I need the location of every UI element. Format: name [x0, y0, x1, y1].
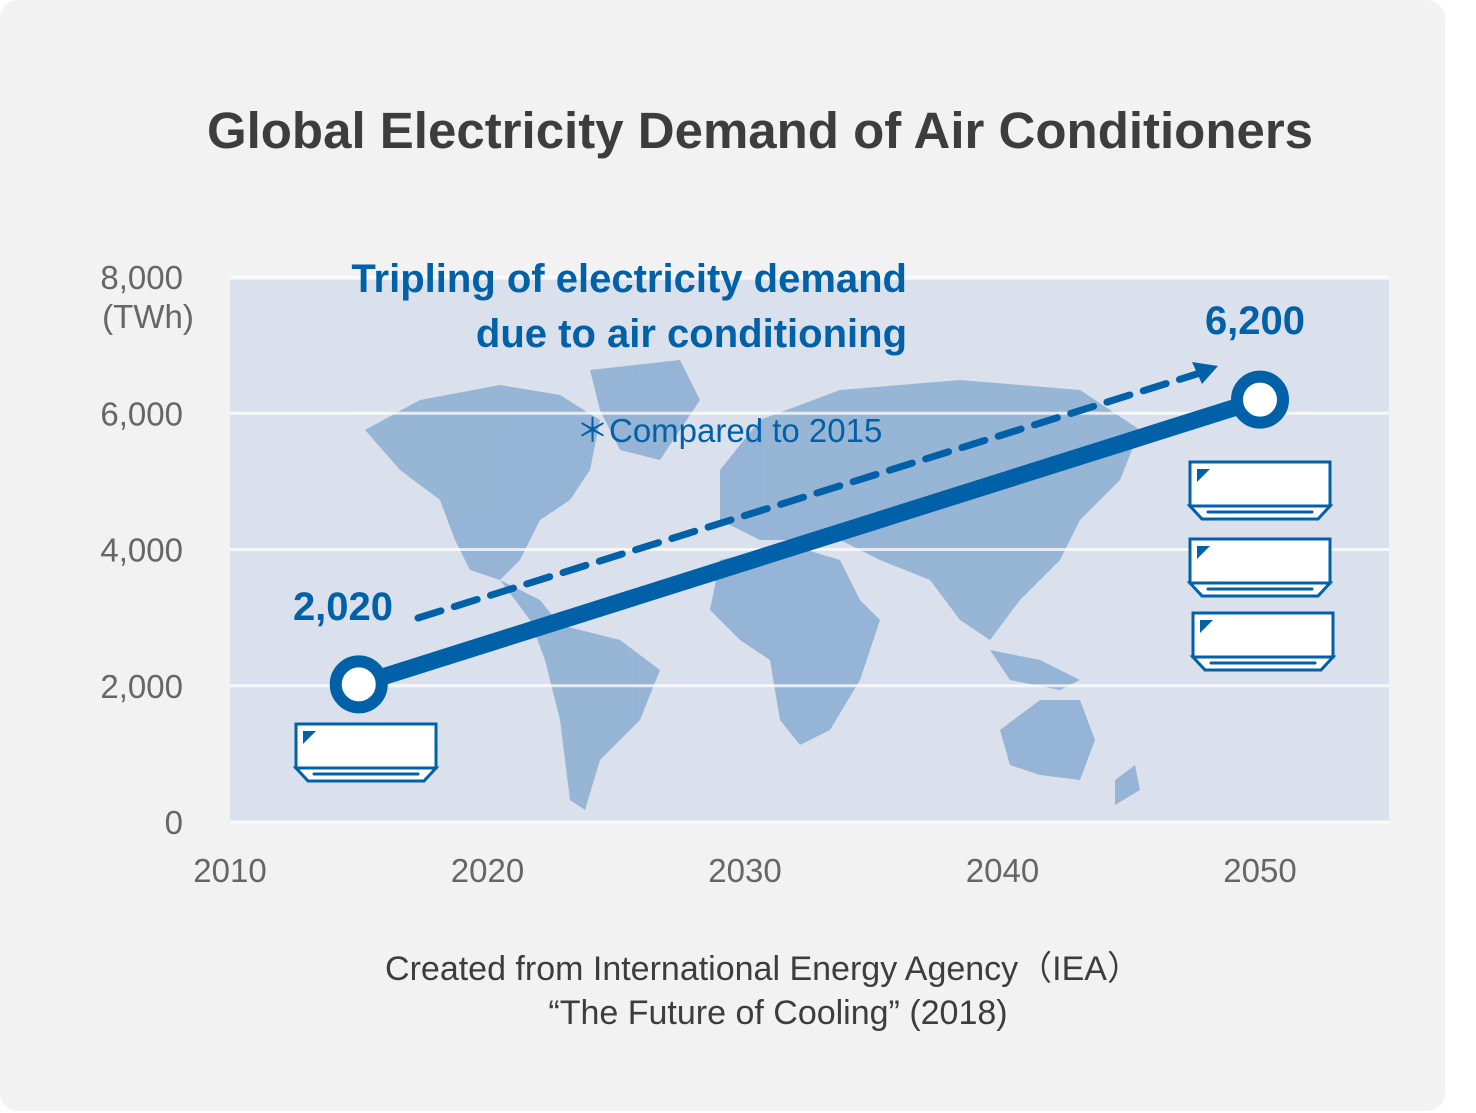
data-point	[1231, 370, 1289, 429]
y-tick-label: 6,000	[100, 395, 183, 432]
x-tick-label: 2010	[193, 852, 266, 889]
y-tick-label: 4,000	[100, 532, 183, 569]
y-tick-label: 8,000	[100, 259, 183, 296]
annotation-line-1: Tripling of electricity demand	[351, 257, 907, 301]
chart-title: Global Electricity Demand of Air Conditi…	[207, 102, 1313, 159]
dashed-trend-line	[414, 369, 1204, 622]
x-tick-label: 2020	[451, 852, 524, 889]
air-conditioner-icon	[294, 722, 438, 783]
x-tick-label: 2040	[966, 852, 1039, 889]
air-conditioner-icon	[1188, 537, 1332, 598]
x-axis: 2010 2020 2030 2040 2050	[193, 852, 1296, 889]
y-tick-label: 2,000	[100, 668, 183, 705]
data-point	[329, 655, 388, 714]
data-label-end: 6,200	[1205, 299, 1305, 343]
x-tick-label: 2030	[708, 852, 781, 889]
data-label-start: 2,020	[293, 585, 393, 629]
x-tick-label: 2050	[1223, 852, 1296, 889]
trend-arrow	[414, 362, 1218, 622]
source-line-1: Created from International Energy Agency…	[385, 950, 1141, 988]
air-conditioner-icon	[1191, 611, 1335, 672]
series-line	[356, 391, 1263, 693]
y-tick-label: 0	[165, 804, 183, 841]
series	[329, 370, 1289, 714]
annotation-line-2: due to air conditioning	[476, 312, 907, 356]
air-conditioner-icon	[1188, 460, 1332, 521]
y-axis: 0 2,000 4,000 6,000 8,000	[100, 259, 183, 841]
arrowhead-icon	[1192, 362, 1218, 384]
y-axis-unit: (TWh)	[102, 298, 194, 335]
footnote: ＊Compared to 2015	[576, 412, 882, 449]
world-map-icon	[365, 360, 1140, 810]
source-line-2: “The Future of Cooling” (2018)	[548, 994, 1007, 1032]
